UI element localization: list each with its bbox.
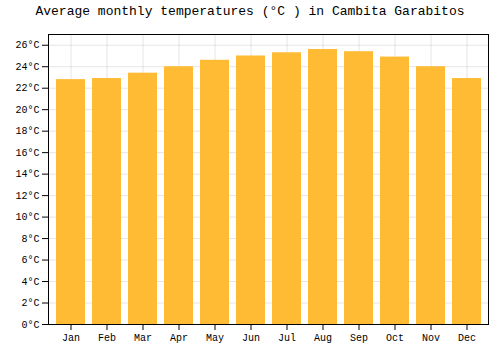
svg-text:Sep: Sep [350,333,368,344]
svg-text:Jan: Jan [62,333,80,344]
svg-text:0°C: 0°C [21,320,39,331]
svg-text:4°C: 4°C [21,277,39,288]
svg-text:18°C: 18°C [15,126,39,137]
svg-text:8°C: 8°C [21,234,39,245]
svg-text:22°C: 22°C [15,83,39,94]
svg-text:Feb: Feb [98,333,116,344]
svg-text:26°C: 26°C [15,40,39,51]
svg-text:16°C: 16°C [15,148,39,159]
svg-text:May: May [206,333,224,344]
svg-text:Aug: Aug [314,333,332,344]
svg-text:Jul: Jul [278,333,296,344]
html-text:Average monthly temperatures (: Average monthly temperatures (°C ) in Ca… [35,4,465,19]
svg-text:10°C: 10°C [15,212,39,223]
svg-text:2°C: 2°C [21,298,39,309]
svg-text:12°C: 12°C [15,191,39,202]
svg-text:20°C: 20°C [15,105,39,116]
svg-text:24°C: 24°C [15,62,39,73]
svg-text:Apr: Apr [170,333,188,344]
svg-text:Jun: Jun [242,333,260,344]
svg-text:Mar: Mar [134,333,152,344]
svg-text:14°C: 14°C [15,169,39,180]
svg-text:6°C: 6°C [21,255,39,266]
svg-text:Oct: Oct [386,333,404,344]
svg-text:Dec: Dec [458,333,476,344]
svg-text:Nov: Nov [422,333,440,344]
